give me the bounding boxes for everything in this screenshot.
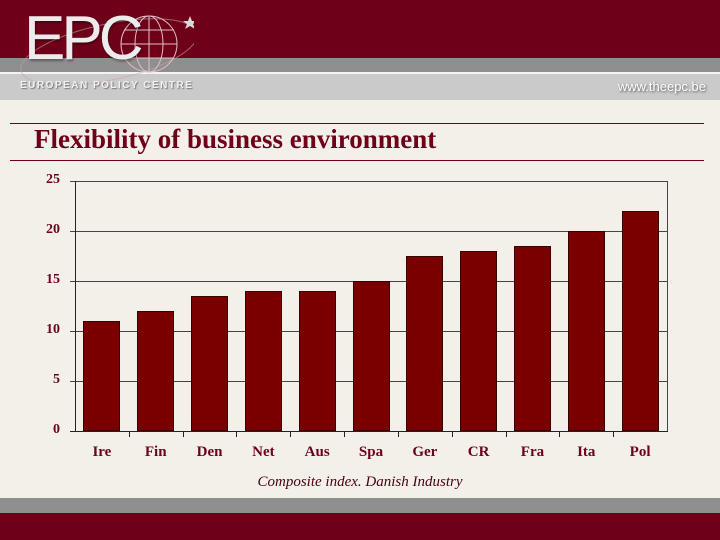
x-tick-label: CR [467,444,490,460]
x-tick-label: Ire [92,444,112,460]
y-tick-label: 25 [46,172,60,187]
epc-logo: EPC EUROPEAN POLICY CENTRE [14,2,194,98]
x-tick [559,431,561,437]
x-tick [397,431,399,437]
y-tick-label: 0 [53,422,60,437]
x-axis [70,431,668,432]
x-tick-label: Net [252,444,275,460]
bar-spa [352,281,390,431]
x-tick [613,431,615,437]
y-tick-label: 5 [53,372,60,387]
chart-caption: Composite index. Danish Industry [257,474,463,490]
slide-title: Flexibility of business environment [34,124,437,154]
x-tick [182,431,184,437]
title-rule-bottom [10,160,704,161]
x-tick-label: Ita [577,444,596,460]
bar-pol [621,211,659,431]
header-divider [0,72,720,74]
gridline [70,231,667,232]
bar-cr [460,251,498,431]
bar-aus [298,291,336,431]
x-tick [236,431,238,437]
bar-net [244,291,282,431]
header-band [0,0,720,58]
bar-ire [83,321,121,431]
header-gray-band [0,58,720,72]
y-tick-label: 10 [46,322,60,337]
bar-den [191,296,229,431]
x-tick-label: Spa [358,444,384,460]
x-tick-label: Ger [412,444,438,460]
website-link[interactable]: www.theepc.be [617,79,706,94]
title-rule-top [10,123,704,124]
y-tick-label: 15 [46,272,60,287]
logo-text: EPC [24,4,144,73]
y-axis [75,181,76,432]
x-tick-label: Den [196,444,223,460]
x-tick-label: Fra [520,444,545,460]
x-tick [128,431,130,437]
y-tick-label: 20 [46,222,60,237]
x-tick [290,431,292,437]
gridline [70,181,667,182]
logo-subtitle: EUROPEAN POLICY CENTRE [20,80,194,91]
bar-ita [567,231,605,431]
x-tick-label: Aus [304,444,330,460]
x-tick [344,431,346,437]
footer-band [0,513,720,540]
x-tick-label: Fin [144,444,167,460]
x-tick [451,431,453,437]
bar-fra [513,246,551,431]
footer-gray-band [0,498,720,513]
x-tick [505,431,507,437]
star-icon [183,16,194,29]
globe-icon [20,15,194,86]
bar-fin [137,311,175,431]
x-tick-label: Pol [629,444,651,460]
bar-ger [406,256,444,431]
